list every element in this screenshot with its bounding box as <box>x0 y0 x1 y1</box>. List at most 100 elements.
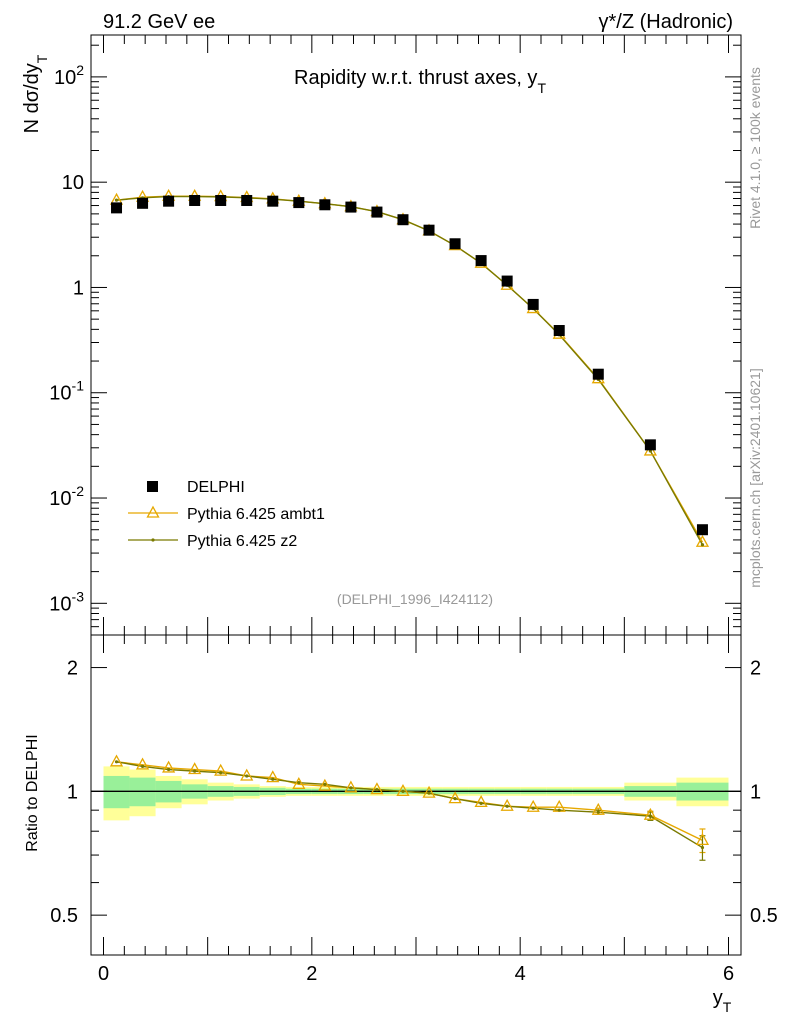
ratio-point-ambt1 <box>695 833 710 846</box>
point-delphi <box>475 255 487 267</box>
x-tick-label: 6 <box>723 963 734 985</box>
ratio-point-z2 <box>700 845 705 850</box>
point-delphi <box>111 202 123 214</box>
ratio-point-z2 <box>297 781 301 785</box>
point-z2 <box>114 198 119 202</box>
ratio-point-ambt1 <box>474 795 488 808</box>
ratio-point-ambt1 <box>422 785 436 798</box>
ratio-point-ambt1 <box>370 782 384 795</box>
legend-label-ambt1: Pythia 6.425 ambt1 <box>187 506 325 523</box>
y-tick-label: 1 <box>73 277 84 299</box>
ratio-point-ambt1 <box>448 791 462 804</box>
point-delphi <box>501 275 513 287</box>
x-tick-label: 4 <box>515 963 526 985</box>
ratio-point-ambt1 <box>240 768 254 781</box>
ratio-tick-label-left: 2 <box>67 658 78 680</box>
ratio-point-ambt1 <box>292 777 306 790</box>
point-z2 <box>700 543 705 547</box>
ratio-point-ambt1 <box>266 770 280 783</box>
mcplots-label: mcplots.cern.ch [arXiv:2401.10621] <box>747 368 763 587</box>
ratio-point-z2 <box>531 806 535 810</box>
band-green <box>103 775 130 809</box>
ratio-ylabel: Ratio to DELPHI <box>24 734 41 851</box>
ratio-tick-label-right: 1 <box>750 781 761 803</box>
point-delphi <box>527 298 539 310</box>
point-delphi <box>592 368 604 380</box>
ratio-tick-label-right: 0.5 <box>750 905 778 927</box>
ratio-point-z2 <box>596 810 600 814</box>
ratio-point-ambt1 <box>591 802 605 815</box>
legend-label-delphi: DELPHI <box>187 479 245 496</box>
main-panel: Rapidity w.r.t. thrust axes, yT N dσ/dyT… <box>21 34 742 636</box>
y-tick-label: 10-1 <box>49 378 84 405</box>
main-ylabel: N dσ/dyT <box>21 54 50 133</box>
point-delphi <box>189 194 201 206</box>
ratio-line-z2 <box>116 761 703 849</box>
point-delphi <box>319 199 331 211</box>
ratio-point-ambt1 <box>188 762 202 775</box>
x-tick-label: 2 <box>306 963 317 985</box>
ratio-point-z2 <box>193 769 197 773</box>
legend-marker-z2 <box>151 538 155 542</box>
point-delphi <box>553 325 565 337</box>
y-tick-label: 10 <box>62 172 84 194</box>
point-delphi <box>696 524 708 536</box>
ratio-point-z2 <box>271 777 275 781</box>
ratio-point-z2 <box>453 797 457 801</box>
ratio-point-z2 <box>245 774 249 778</box>
ratio-point-ambt1 <box>396 784 410 797</box>
ratio-point-z2 <box>479 801 483 805</box>
main-title: Rapidity w.r.t. thrust axes, yT <box>294 67 546 96</box>
x-axis-label: yT <box>713 987 732 1015</box>
point-delphi <box>371 206 383 218</box>
point-delphi <box>345 201 357 213</box>
point-delphi <box>397 214 409 226</box>
legend-marker-ambt1 <box>146 505 160 518</box>
ratio-point-ambt1 <box>109 754 124 767</box>
ratio-point-z2 <box>427 791 431 795</box>
point-delphi <box>163 195 175 207</box>
point-delphi <box>215 194 227 206</box>
ratio-point-z2 <box>323 782 327 786</box>
ratio-point-z2 <box>557 808 561 812</box>
point-delphi <box>241 194 253 206</box>
ratio-point-z2 <box>219 771 223 775</box>
ratio-panel: Ratio to DELPHI 0.5 0.5 1 1 2 2 0 2 4 6 yT <box>24 634 778 1015</box>
point-delphi <box>267 195 279 207</box>
point-delphi <box>423 224 435 236</box>
ratio-point-ambt1 <box>500 798 514 811</box>
ratio-tick-label-left: 0.5 <box>50 905 78 927</box>
header-right: γ*/Z (Hadronic) <box>599 11 733 33</box>
y-tick-label: 10-2 <box>49 483 84 510</box>
ratio-tick-label-left: 1 <box>67 781 78 803</box>
rivet-label: Rivet 4.1.0, ≥ 100k events <box>747 67 763 229</box>
point-delphi <box>449 238 461 250</box>
point-delphi <box>137 197 149 209</box>
ratio-point-ambt1 <box>318 778 332 791</box>
ratio-point-z2 <box>114 760 119 764</box>
y-tick-label: 10-3 <box>49 588 84 615</box>
ratio-point-z2 <box>167 767 171 772</box>
legend: DELPHI Pythia 6.425 ambt1 Pythia 6.425 z… <box>128 479 325 550</box>
reference-label: (DELPHI_1996_I424112) <box>337 591 493 607</box>
x-tick-label: 0 <box>98 963 109 985</box>
legend-label-z2: Pythia 6.425 z2 <box>187 533 297 550</box>
ratio-point-z2 <box>505 804 509 808</box>
ratio-point-z2 <box>648 814 652 818</box>
ratio-point-z2 <box>401 789 405 793</box>
ratio-point-ambt1 <box>526 799 540 812</box>
point-delphi <box>644 439 656 451</box>
ratio-point-ambt1 <box>643 807 657 820</box>
header-left: 91.2 GeV ee <box>103 11 215 33</box>
ratio-point-ambt1 <box>135 757 150 770</box>
legend-marker-delphi <box>147 481 158 492</box>
point-delphi <box>293 197 305 209</box>
ratio-point-z2 <box>349 786 353 790</box>
ratio-point-z2 <box>140 764 145 768</box>
ratio-tick-label-right: 2 <box>750 658 761 680</box>
ratio-point-ambt1 <box>162 760 176 773</box>
ratio-point-ambt1 <box>214 763 228 776</box>
y-tick-label: 102 <box>54 62 84 89</box>
ratio-point-z2 <box>375 787 379 792</box>
